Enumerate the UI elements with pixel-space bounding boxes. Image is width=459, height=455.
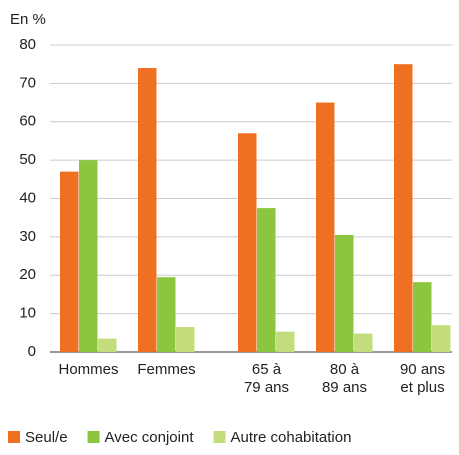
legend-label: Autre cohabitation xyxy=(231,429,352,446)
bar xyxy=(238,133,257,352)
bar xyxy=(157,277,176,352)
x-tick-label: 90 ans et plus xyxy=(399,361,446,396)
x-tick-label: Hommes xyxy=(58,361,119,378)
x-tick-label: 80 à 89 ans xyxy=(321,361,368,396)
y-tick-label: 60 xyxy=(19,113,36,130)
bar xyxy=(394,64,413,352)
bar xyxy=(79,160,98,352)
bar xyxy=(138,68,157,353)
legend-swatch xyxy=(87,431,100,443)
legend-swatch xyxy=(213,431,226,443)
y-tick-label: 50 xyxy=(19,151,36,168)
y-tick-label: 10 xyxy=(19,305,36,322)
bar xyxy=(257,208,276,352)
legend-swatch xyxy=(8,431,20,443)
legend-label: Avec conjoint xyxy=(105,429,195,446)
bar xyxy=(413,282,432,352)
y-tick-label: 20 xyxy=(19,266,36,283)
bar xyxy=(432,325,451,352)
y-tick-label: 40 xyxy=(19,189,36,206)
x-tick-label: Femmes xyxy=(137,361,196,378)
y-axis-label: En % xyxy=(10,11,46,28)
bar xyxy=(176,327,195,352)
x-tick-label: 65 à 79 ans xyxy=(243,361,290,396)
y-tick-label: 80 xyxy=(19,36,36,53)
y-tick-label: 30 xyxy=(19,228,36,245)
bar xyxy=(276,331,295,352)
bar xyxy=(354,333,373,352)
y-tick-label: 0 xyxy=(28,343,36,360)
bar xyxy=(316,102,335,352)
bar xyxy=(98,338,117,352)
bar xyxy=(60,171,79,352)
y-tick-label: 70 xyxy=(19,74,36,91)
bar xyxy=(335,234,354,352)
legend-label: Seul/e xyxy=(25,429,68,446)
